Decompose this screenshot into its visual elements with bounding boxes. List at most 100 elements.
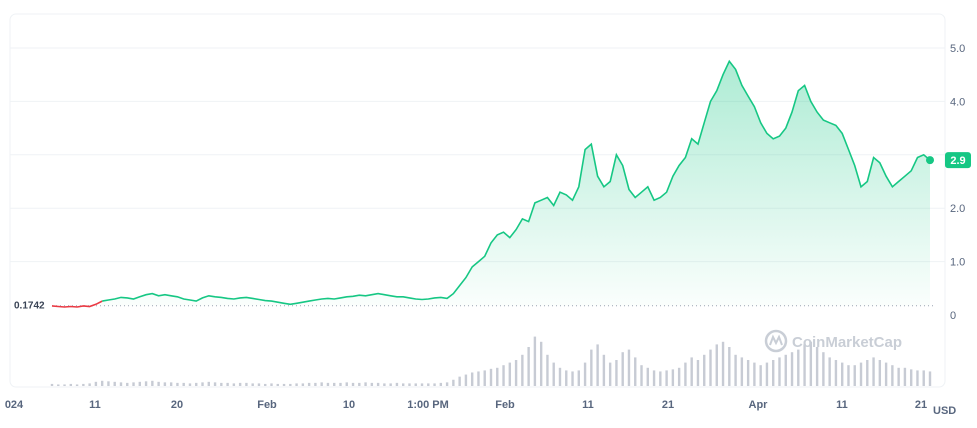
volume-bar-43 [320, 382, 323, 386]
volume-bar-94 [640, 365, 643, 386]
volume-bar-92 [627, 349, 631, 386]
volume-bar-30 [238, 382, 242, 386]
volume-bar-77 [533, 336, 537, 386]
volume-bar-65 [458, 376, 461, 386]
current-price-label: 2.9 [950, 155, 965, 167]
volume-bar-134 [891, 365, 894, 386]
x-tick-label-5: 1:00 PM [407, 399, 449, 411]
volume-bar-111 [746, 360, 750, 386]
volume-bar-47 [345, 382, 348, 386]
volume-bar-54 [389, 383, 392, 386]
volume-bar-37 [282, 383, 286, 386]
volume-bar-109 [734, 354, 737, 386]
volume-bar-124 [828, 357, 831, 386]
volume-bar-60 [427, 383, 430, 386]
volume-bar-55 [395, 382, 399, 386]
price-line-below-baseline [51, 300, 103, 308]
volume-bar-69 [483, 370, 486, 386]
volume-bar-140 [928, 371, 932, 386]
y-tick-label-5: 5.0 [950, 43, 965, 55]
volume-bar-57 [408, 383, 411, 386]
volume-bar-25 [207, 381, 210, 386]
unit-label: USD [933, 405, 956, 417]
volume-bar-78 [539, 341, 543, 386]
volume-bar-79 [546, 354, 549, 386]
volume-bar-114 [765, 362, 769, 386]
volume-bar-108 [728, 347, 731, 386]
price-area-fill [102, 61, 930, 306]
volume-bar-130 [866, 360, 869, 386]
volume-bar-120 [803, 344, 806, 386]
watermark: CoinMarketCap [764, 329, 902, 353]
x-axis: 024 11 20 Feb 10 1:00 PM Feb 11 21 Apr 11 21 [5, 399, 927, 411]
y-tick-label-1: 1.0 [950, 257, 965, 269]
volume-bar-18 [163, 382, 167, 386]
volume-bar-24 [201, 382, 204, 386]
volume-bar-71 [496, 367, 499, 386]
volume-bar-36 [276, 383, 279, 386]
volume-bar-102 [690, 357, 693, 386]
volume-bar-3 [69, 383, 73, 386]
volume-bar-84 [577, 370, 580, 386]
volume-bar-125 [834, 360, 838, 386]
volume-bar-104 [703, 354, 706, 386]
volume-bar-9 [107, 381, 110, 386]
volume-bar-48 [351, 382, 355, 386]
volume-bar-28 [226, 382, 229, 386]
volume-bar-11 [119, 382, 123, 386]
y-tick-label-4: 4.0 [950, 96, 965, 108]
volume-bar-15 [144, 381, 148, 386]
volume-bar-59 [420, 383, 424, 386]
volume-bar-89 [608, 362, 612, 386]
volume-bar-31 [245, 382, 248, 386]
volume-bar-21 [182, 382, 185, 386]
coinmarketcap-logo-icon [764, 329, 788, 353]
volume-bar-128 [853, 365, 856, 386]
volume-bar-51 [370, 382, 374, 386]
volume-bar-85 [583, 362, 587, 386]
volume-bar-8 [100, 380, 104, 386]
volume-bar-10 [113, 381, 116, 386]
volume-bar-75 [521, 354, 524, 386]
volume-bar-2 [63, 384, 66, 386]
volume-bar-88 [602, 354, 606, 386]
x-tick-label-4: 10 [343, 399, 355, 411]
volume-bar-62 [439, 382, 443, 386]
volume-bar-52 [376, 382, 380, 386]
volume-bar-107 [721, 341, 725, 386]
volume-bar-82 [565, 370, 568, 386]
volume-bar-121 [809, 341, 813, 386]
volume-bar-126 [841, 362, 844, 386]
volume-bar-137 [909, 369, 913, 386]
current-price-badge [945, 152, 971, 169]
volume-bar-106 [715, 344, 718, 386]
baseline-value-label: 0.1742 [14, 301, 45, 312]
volume-bar-39 [295, 383, 298, 386]
volume-bar-67 [470, 372, 474, 386]
volume-bar-83 [571, 371, 574, 386]
volume-bar-35 [270, 383, 273, 386]
volume-bar-73 [508, 362, 512, 386]
x-tick-label-2: 20 [171, 399, 183, 411]
volume-bar-66 [464, 374, 468, 386]
volume-bar-1 [57, 384, 60, 386]
volume-bar-87 [596, 344, 599, 386]
volume-bar-86 [590, 349, 593, 386]
volume-bar-6 [88, 383, 91, 386]
current-price-dot [926, 156, 934, 165]
volume-bar-13 [132, 382, 135, 386]
x-tick-label-6: Feb [495, 399, 515, 411]
volume-bar-46 [339, 382, 342, 386]
y-tick-label-2: 2.0 [950, 203, 965, 215]
volume-bar-58 [414, 383, 417, 386]
volume-bar-16 [151, 380, 154, 386]
volume-bar-100 [677, 367, 681, 386]
volume-bar-139 [922, 370, 925, 386]
volume-bar-76 [527, 347, 530, 386]
volume-bar-96 [652, 370, 656, 386]
x-tick-label-1: 11 [89, 399, 101, 411]
volume-bar-23 [195, 382, 198, 386]
volume-bar-131 [872, 357, 875, 386]
volume-bar-95 [646, 367, 649, 386]
coinmarketcap-logo-mark-icon [769, 334, 783, 346]
